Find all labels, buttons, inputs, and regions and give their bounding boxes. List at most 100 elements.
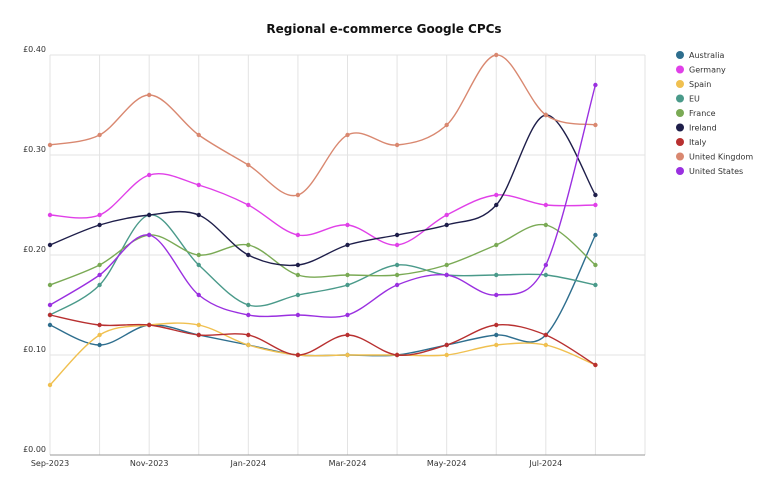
data-point[interactable] bbox=[47, 322, 53, 328]
data-point[interactable] bbox=[345, 312, 350, 318]
series-italy[interactable] bbox=[47, 312, 598, 368]
legend-item[interactable]: Germany bbox=[676, 65, 726, 75]
data-point[interactable] bbox=[543, 222, 549, 228]
data-point[interactable] bbox=[246, 162, 251, 168]
series-line[interactable] bbox=[49, 214, 596, 316]
data-point[interactable] bbox=[494, 292, 499, 298]
data-point[interactable] bbox=[494, 332, 499, 338]
data-point[interactable] bbox=[47, 142, 53, 148]
data-point[interactable] bbox=[394, 282, 400, 288]
data-point[interactable] bbox=[444, 122, 449, 128]
series-line[interactable] bbox=[49, 54, 596, 197]
data-point[interactable] bbox=[97, 332, 102, 338]
data-point[interactable] bbox=[345, 132, 350, 138]
legend-item[interactable]: France bbox=[676, 109, 716, 118]
data-point[interactable] bbox=[494, 322, 499, 328]
data-point[interactable] bbox=[543, 272, 549, 278]
data-point[interactable] bbox=[444, 272, 449, 278]
data-point[interactable] bbox=[394, 242, 400, 248]
legend-item[interactable]: Spain bbox=[676, 80, 711, 89]
data-point[interactable] bbox=[295, 192, 301, 198]
data-point[interactable] bbox=[494, 272, 499, 278]
data-point[interactable] bbox=[97, 282, 102, 288]
data-point[interactable] bbox=[246, 332, 251, 338]
data-point[interactable] bbox=[246, 202, 251, 208]
series-line[interactable] bbox=[49, 314, 596, 366]
series-spain[interactable] bbox=[47, 322, 598, 388]
data-point[interactable] bbox=[295, 312, 301, 318]
data-point[interactable] bbox=[345, 222, 350, 228]
data-point[interactable] bbox=[97, 322, 102, 328]
data-point[interactable] bbox=[295, 262, 301, 268]
data-point[interactable] bbox=[97, 212, 102, 218]
data-point[interactable] bbox=[97, 132, 102, 138]
data-point[interactable] bbox=[196, 332, 201, 338]
data-point[interactable] bbox=[345, 352, 350, 358]
data-point[interactable] bbox=[494, 52, 499, 58]
data-point[interactable] bbox=[246, 242, 251, 248]
series-line[interactable] bbox=[49, 84, 597, 318]
data-point[interactable] bbox=[394, 142, 400, 148]
data-point[interactable] bbox=[146, 92, 152, 98]
data-point[interactable] bbox=[543, 112, 549, 118]
data-point[interactable] bbox=[47, 282, 53, 288]
data-point[interactable] bbox=[196, 132, 201, 138]
data-point[interactable] bbox=[394, 262, 400, 268]
data-point[interactable] bbox=[196, 262, 201, 268]
series-australia[interactable] bbox=[47, 232, 598, 358]
legend-item[interactable]: Australia bbox=[676, 51, 724, 60]
data-point[interactable] bbox=[47, 312, 53, 318]
data-point[interactable] bbox=[196, 252, 201, 258]
data-point[interactable] bbox=[394, 232, 400, 238]
data-point[interactable] bbox=[97, 222, 102, 228]
data-point[interactable] bbox=[295, 352, 301, 358]
data-point[interactable] bbox=[146, 212, 152, 218]
series-line[interactable] bbox=[49, 223, 596, 286]
data-point[interactable] bbox=[543, 332, 549, 338]
series-line[interactable] bbox=[49, 234, 597, 357]
data-point[interactable] bbox=[196, 292, 201, 298]
series-line[interactable] bbox=[49, 173, 596, 246]
data-point[interactable] bbox=[444, 262, 449, 268]
data-point[interactable] bbox=[593, 262, 598, 268]
data-point[interactable] bbox=[494, 202, 499, 208]
data-point[interactable] bbox=[246, 302, 251, 308]
data-point[interactable] bbox=[543, 202, 549, 208]
data-point[interactable] bbox=[394, 272, 400, 278]
data-point[interactable] bbox=[543, 342, 549, 348]
data-point[interactable] bbox=[444, 212, 449, 218]
data-point[interactable] bbox=[593, 232, 598, 238]
legend-item[interactable]: Italy bbox=[676, 138, 707, 147]
data-point[interactable] bbox=[196, 322, 201, 328]
series-line[interactable] bbox=[49, 322, 596, 386]
data-point[interactable] bbox=[593, 82, 598, 88]
series-united-kingdom[interactable] bbox=[47, 52, 598, 198]
legend-item[interactable]: United States bbox=[676, 167, 743, 176]
data-point[interactable] bbox=[246, 312, 251, 318]
data-point[interactable] bbox=[97, 262, 102, 268]
data-point[interactable] bbox=[345, 242, 350, 248]
data-point[interactable] bbox=[246, 342, 251, 348]
data-point[interactable] bbox=[295, 272, 301, 278]
data-point[interactable] bbox=[494, 342, 499, 348]
data-point[interactable] bbox=[345, 332, 350, 338]
data-point[interactable] bbox=[494, 242, 499, 248]
legend[interactable]: Australia Germany Spain EU France Ireland Ital… bbox=[676, 51, 753, 176]
data-point[interactable] bbox=[345, 282, 350, 288]
data-point[interactable] bbox=[494, 192, 499, 198]
data-point[interactable] bbox=[47, 212, 53, 218]
data-point[interactable] bbox=[593, 202, 598, 208]
data-point[interactable] bbox=[295, 292, 301, 298]
data-point[interactable] bbox=[345, 272, 350, 278]
data-point[interactable] bbox=[146, 232, 152, 238]
data-point[interactable] bbox=[593, 122, 598, 128]
legend-item[interactable]: United Kingdom bbox=[676, 152, 753, 162]
data-point[interactable] bbox=[246, 252, 251, 258]
data-point[interactable] bbox=[97, 272, 102, 278]
data-point[interactable] bbox=[47, 242, 53, 248]
data-point[interactable] bbox=[196, 212, 201, 218]
data-point[interactable] bbox=[146, 172, 152, 178]
data-point[interactable] bbox=[47, 382, 53, 388]
series-germany[interactable] bbox=[47, 172, 598, 248]
legend-item[interactable]: EU bbox=[676, 94, 700, 104]
